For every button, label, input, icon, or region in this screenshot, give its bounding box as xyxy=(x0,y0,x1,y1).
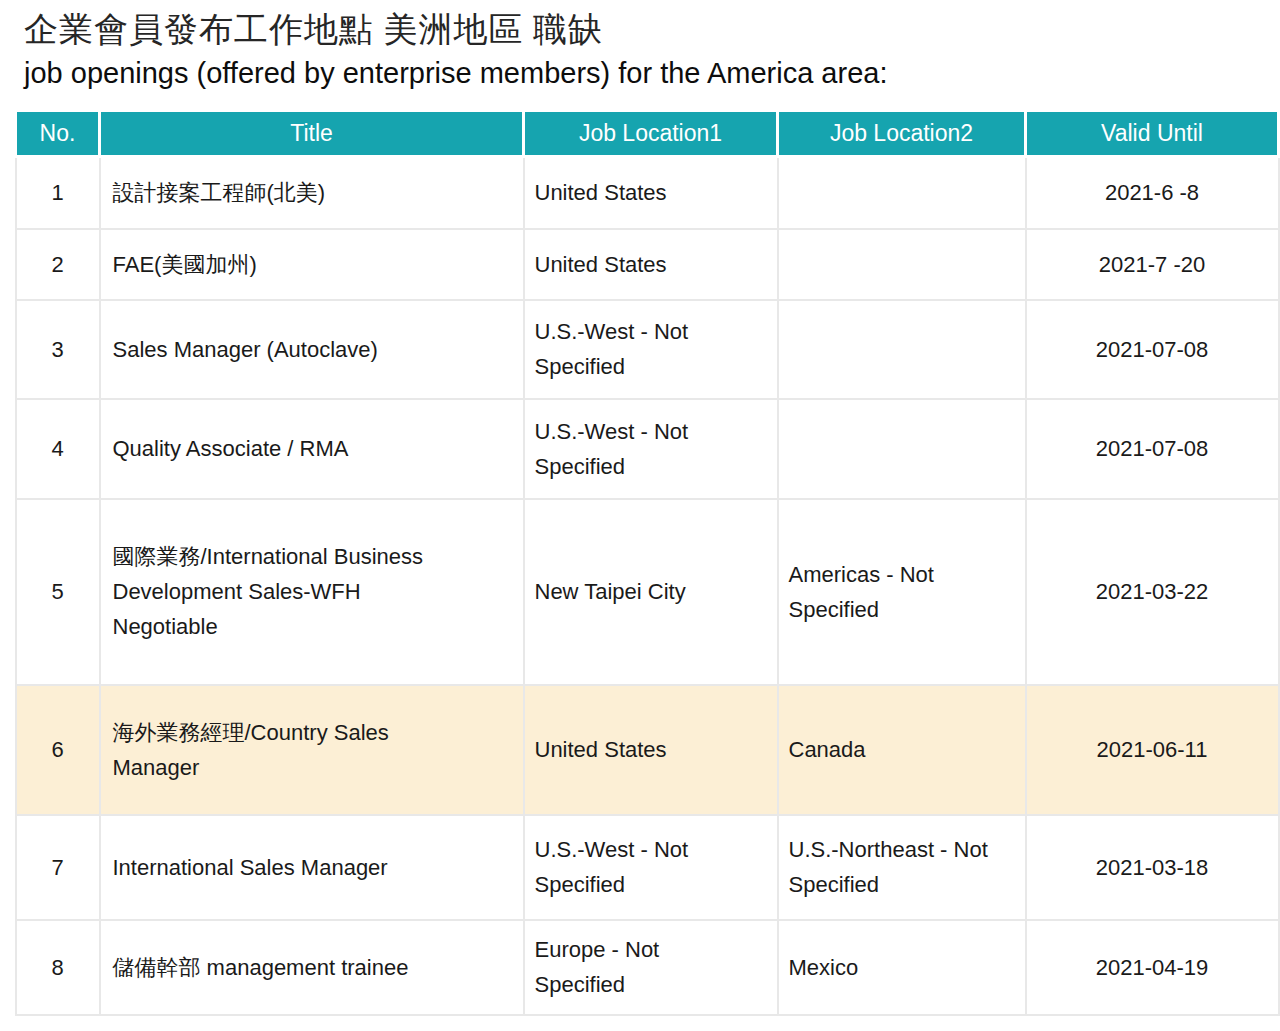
cell-job-location1: U.S.-West - Not Specified xyxy=(524,300,778,399)
page-title-chinese: 企業會員發布工作地點 美洲地區 職缺 xyxy=(24,8,1280,52)
cell-job-location2 xyxy=(778,399,1026,499)
table-row: 5 國際業務/International Business Developmen… xyxy=(16,499,1279,685)
cell-title: 國際業務/International Business Development … xyxy=(100,499,524,685)
cell-title: International Sales Manager xyxy=(100,815,524,920)
cell-no: 2 xyxy=(16,229,100,300)
table-header-row: No. Title Job Location1 Job Location2 Va… xyxy=(16,111,1279,157)
cell-job-location2 xyxy=(778,229,1026,300)
cell-valid-until: 2021-6 -8 xyxy=(1026,157,1279,229)
cell-title: Quality Associate / RMA xyxy=(100,399,524,499)
cell-job-location1: Europe - Not Specified xyxy=(524,920,778,1015)
cell-title: 海外業務經理/Country Sales Manager xyxy=(100,685,524,815)
column-header-no: No. xyxy=(16,111,100,157)
cell-valid-until: 2021-06-11 xyxy=(1026,685,1279,815)
cell-title: 儲備幹部 management trainee xyxy=(100,920,524,1015)
cell-valid-until: 2021-07-08 xyxy=(1026,300,1279,399)
table-body: 1 設計接案工程師(北美) United States 2021-6 -8 2 … xyxy=(16,157,1279,1015)
cell-title: 設計接案工程師(北美) xyxy=(100,157,524,229)
column-header-valid-until: Valid Until xyxy=(1026,111,1279,157)
table-header: No. Title Job Location1 Job Location2 Va… xyxy=(16,111,1279,157)
cell-job-location2 xyxy=(778,157,1026,229)
column-header-job-location1: Job Location1 xyxy=(524,111,778,157)
cell-job-location1: New Taipei City xyxy=(524,499,778,685)
page-subtitle-english: job openings (offered by enterprise memb… xyxy=(24,54,1280,92)
cell-job-location1: United States xyxy=(524,685,778,815)
cell-title: Sales Manager (Autoclave) xyxy=(100,300,524,399)
cell-job-location1: U.S.-West - Not Specified xyxy=(524,399,778,499)
cell-valid-until: 2021-07-08 xyxy=(1026,399,1279,499)
cell-no: 5 xyxy=(16,499,100,685)
table-row: 6 海外業務經理/Country Sales Manager United St… xyxy=(16,685,1279,815)
cell-no: 6 xyxy=(16,685,100,815)
cell-job-location1: United States xyxy=(524,157,778,229)
table-row: 2 FAE(美國加州) United States 2021-7 -20 xyxy=(16,229,1279,300)
cell-title: FAE(美國加州) xyxy=(100,229,524,300)
table-row: 3 Sales Manager (Autoclave) U.S.-West - … xyxy=(16,300,1279,399)
cell-valid-until: 2021-03-18 xyxy=(1026,815,1279,920)
cell-job-location2: Canada xyxy=(778,685,1026,815)
job-openings-table: No. Title Job Location1 Job Location2 Va… xyxy=(14,109,1280,1016)
column-header-job-location2: Job Location2 xyxy=(778,111,1026,157)
page-header: 企業會員發布工作地點 美洲地區 職缺 job openings (offered… xyxy=(0,0,1280,92)
cell-valid-until: 2021-04-19 xyxy=(1026,920,1279,1015)
cell-job-location1: U.S.-West - Not Specified xyxy=(524,815,778,920)
cell-job-location1: United States xyxy=(524,229,778,300)
table-row: 7 International Sales Manager U.S.-West … xyxy=(16,815,1279,920)
cell-no: 8 xyxy=(16,920,100,1015)
cell-no: 3 xyxy=(16,300,100,399)
cell-job-location2: U.S.-Northeast - Not Specified xyxy=(778,815,1026,920)
cell-job-location2: Mexico xyxy=(778,920,1026,1015)
cell-valid-until: 2021-03-22 xyxy=(1026,499,1279,685)
table-row: 4 Quality Associate / RMA U.S.-West - No… xyxy=(16,399,1279,499)
cell-job-location2: Americas - Not Specified xyxy=(778,499,1026,685)
cell-valid-until: 2021-7 -20 xyxy=(1026,229,1279,300)
table-row: 8 儲備幹部 management trainee Europe - Not S… xyxy=(16,920,1279,1015)
cell-job-location2 xyxy=(778,300,1026,399)
column-header-title: Title xyxy=(100,111,524,157)
cell-no: 4 xyxy=(16,399,100,499)
cell-no: 7 xyxy=(16,815,100,920)
cell-no: 1 xyxy=(16,157,100,229)
table-row: 1 設計接案工程師(北美) United States 2021-6 -8 xyxy=(16,157,1279,229)
